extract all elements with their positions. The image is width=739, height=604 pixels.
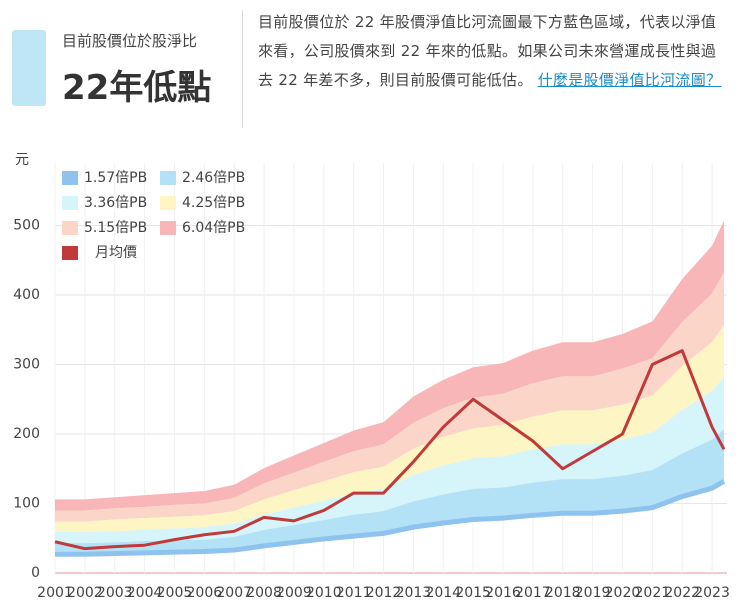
- x-tick-label: 2017: [515, 585, 551, 601]
- y-tick-label: 400: [13, 287, 40, 303]
- y-tick-label: 0: [31, 565, 40, 581]
- x-tick-label: 2004: [127, 585, 163, 601]
- legend-label: 5.15倍PB: [84, 220, 147, 236]
- x-tick-label: 2015: [455, 585, 491, 601]
- legend-label: 月均價: [95, 244, 137, 261]
- y-tick-label: 300: [13, 357, 40, 373]
- legend-label: 6.04倍PB: [182, 220, 245, 236]
- x-tick-label: 2011: [336, 585, 372, 601]
- info-link[interactable]: 什麼是股價淨值比河流圖？: [537, 71, 722, 89]
- x-tick-label: 2016: [485, 585, 521, 601]
- x-tick-label: 2002: [67, 585, 103, 601]
- band-line: [55, 479, 726, 557]
- x-tick-label: 2019: [575, 585, 611, 601]
- y-tick-label: 100: [13, 496, 40, 512]
- band-area: [55, 429, 725, 555]
- x-tick-label: 2012: [366, 585, 402, 601]
- x-tick-label: 2014: [425, 585, 461, 601]
- x-tick-label: 2010: [306, 585, 342, 601]
- x-tick-label: 2018: [545, 585, 581, 601]
- x-tick-label: 2003: [97, 585, 133, 601]
- legend-swatch: [62, 171, 78, 185]
- separator: [242, 10, 243, 128]
- legend-label: 1.57倍PB: [84, 170, 147, 186]
- band-area: [55, 272, 725, 522]
- legend-swatch: [160, 196, 176, 210]
- header-marker: [12, 30, 46, 106]
- header-value: 22年低點: [62, 68, 212, 108]
- price-line: [54, 349, 726, 551]
- legend-label: 4.25倍PB: [182, 195, 245, 211]
- legend-swatch: [62, 196, 78, 210]
- x-tick-label: 2021: [635, 585, 671, 601]
- y-tick-label: 200: [13, 426, 40, 442]
- legend-label: 3.36倍PB: [84, 195, 147, 211]
- x-tick-label: 2013: [396, 585, 432, 601]
- band-area: [55, 324, 725, 532]
- x-tick-label: 2023: [694, 585, 730, 601]
- x-tick-label: 2001: [37, 585, 73, 601]
- x-tick-label: 2005: [157, 585, 193, 601]
- description-text: 目前股價位於 22 年股價淨值比河流圖最下方藍色區域，代表以淨值來看，公司股價來…: [258, 13, 717, 89]
- legend-swatch: [62, 246, 78, 260]
- band-area: [55, 220, 725, 511]
- x-tick-label: 2020: [605, 585, 641, 601]
- y-tick-label: 500: [13, 218, 40, 234]
- legend-swatch: [160, 221, 176, 235]
- x-tick-label: 2007: [216, 585, 252, 601]
- y-axis-label: 元: [15, 152, 29, 168]
- legend-label: 2.46倍PB: [182, 170, 245, 186]
- legend-swatch: [160, 171, 176, 185]
- legend-swatch: [62, 221, 78, 235]
- x-tick-label: 2008: [246, 585, 282, 601]
- x-tick-label: 2006: [187, 585, 223, 601]
- header-description: 目前股價位於 22 年股價淨值比河流圖最下方藍色區域，代表以淨值來看，公司股價來…: [258, 8, 728, 95]
- x-tick-label: 2022: [664, 585, 700, 601]
- header-label: 目前股價位於股淨比: [62, 32, 198, 50]
- x-tick-label: 2009: [276, 585, 312, 601]
- band-area: [55, 377, 725, 544]
